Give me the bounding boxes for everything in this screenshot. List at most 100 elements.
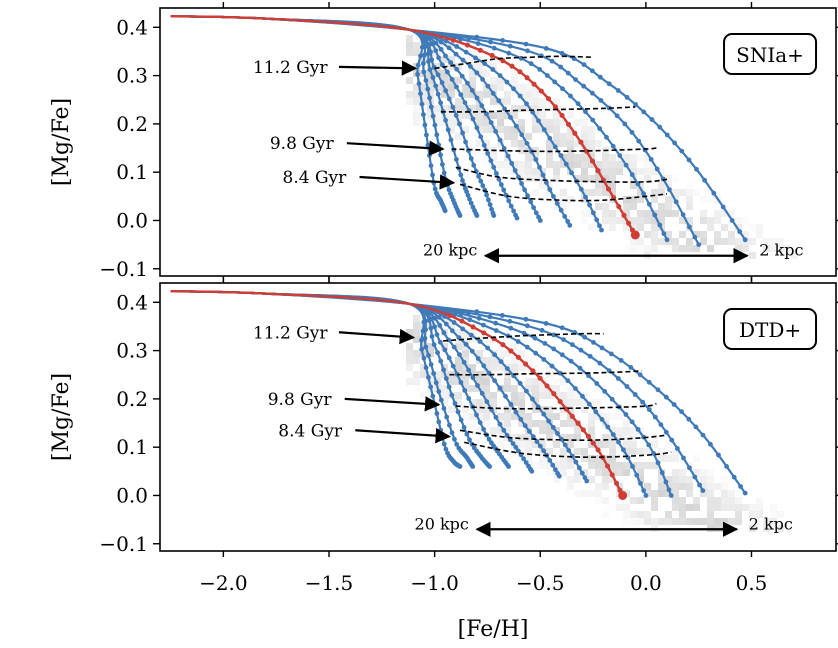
track-point: [615, 88, 621, 93]
density-cell: [602, 217, 609, 224]
highlight-track-point: [523, 361, 529, 367]
track-point: [463, 49, 469, 55]
density-cell: [630, 217, 637, 224]
track-point: [432, 186, 438, 192]
highlight-track-point: [524, 75, 530, 81]
density-cell: [525, 413, 532, 420]
density-cell: [574, 140, 581, 147]
highlight-track: [170, 290, 628, 500]
density-cell: [567, 399, 574, 406]
track-point: [618, 358, 624, 363]
track-point: [737, 229, 743, 235]
track-point: [583, 109, 588, 115]
density-cell: [553, 378, 560, 385]
density-cell: [672, 469, 679, 476]
density-cell: [651, 490, 658, 497]
density-cell: [588, 427, 595, 434]
density-cell: [504, 378, 511, 385]
density-cell: [567, 126, 574, 133]
density-cell: [483, 70, 490, 77]
radius-range-right-label: 2 kpc: [759, 241, 803, 260]
density-cell: [406, 350, 413, 357]
track-point: [461, 425, 467, 430]
x-tick-label: 0.5: [736, 571, 768, 595]
density-cell: [469, 77, 476, 84]
track-point: [438, 427, 444, 433]
track-point: [490, 67, 496, 72]
track-point: [519, 132, 525, 138]
track-4: [170, 290, 511, 469]
density-cell: [511, 392, 518, 399]
track-point: [463, 139, 468, 145]
track-point: [629, 419, 635, 425]
density-cell: [609, 441, 616, 448]
track-point: [675, 446, 680, 451]
density-cell: [448, 126, 455, 133]
track-point: [424, 132, 429, 138]
density-cell: [588, 476, 595, 483]
track-point: [590, 90, 595, 96]
density-cell: [693, 469, 700, 476]
density-cell: [455, 392, 462, 399]
density-cell: [658, 238, 665, 245]
density-cell: [588, 126, 595, 133]
density-cell: [518, 140, 525, 147]
track-point: [537, 164, 542, 170]
density-cell: [686, 504, 693, 511]
x-axis-label: [Fe/H]: [458, 617, 529, 642]
density-cell: [525, 434, 532, 441]
track-point: [460, 130, 465, 136]
density-cell: [567, 406, 574, 413]
track-point: [433, 48, 439, 54]
density-cell: [588, 133, 595, 140]
density-cell: [623, 420, 630, 427]
density-cell: [644, 168, 651, 175]
highlight-track-point: [515, 354, 521, 360]
density-cell: [455, 77, 462, 84]
track-point: [491, 213, 497, 219]
track-point: [478, 134, 484, 140]
density-cell: [686, 483, 693, 490]
age-annotation-label: 11.2 Gyr: [253, 323, 328, 343]
track-point: [543, 46, 549, 51]
density-cell: [595, 140, 602, 147]
track-point: [441, 406, 447, 411]
density-cell: [735, 518, 742, 525]
density-cell: [441, 126, 448, 133]
track-point: [415, 71, 420, 77]
density-cell: [630, 203, 637, 210]
density-cell: [532, 462, 539, 469]
density-cell: [532, 406, 539, 413]
track-point: [462, 388, 468, 393]
density-cell: [441, 343, 448, 350]
density-cell: [518, 413, 525, 420]
density-cell: [511, 413, 518, 420]
density-cell: [462, 84, 469, 91]
highlight-track-point: [530, 368, 536, 374]
track-point: [421, 69, 427, 75]
density-cell: [511, 77, 518, 84]
track-point: [693, 424, 699, 430]
track-point: [537, 67, 543, 72]
track-point: [668, 493, 674, 498]
track-point: [493, 414, 499, 420]
isochrone-3: [451, 147, 657, 153]
track-point: [638, 481, 643, 486]
track-point: [551, 332, 557, 338]
density-cell: [413, 329, 420, 336]
track-point: [493, 129, 499, 134]
track-point: [439, 80, 445, 85]
track-point: [523, 460, 529, 465]
track-point: [418, 91, 423, 97]
track-point: [434, 411, 440, 416]
track-point: [499, 313, 505, 318]
density-cell: [413, 91, 420, 98]
density-cell: [413, 42, 420, 49]
track-point: [427, 95, 432, 101]
highlight-track-point: [578, 139, 584, 145]
density-cell: [497, 427, 504, 434]
density-cell: [777, 245, 784, 252]
density-cell: [609, 168, 616, 175]
track-point: [451, 344, 457, 350]
density-cell: [511, 161, 518, 168]
